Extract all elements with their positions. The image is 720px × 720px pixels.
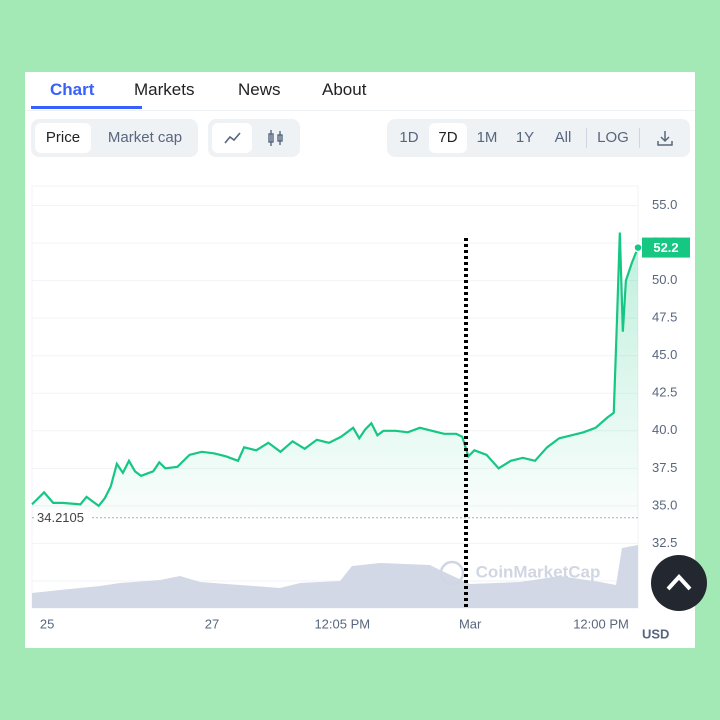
price-area	[32, 232, 638, 518]
range-toggle: 1D 7D 1M 1Y All LOG	[387, 119, 690, 157]
x-tick-label: 25	[40, 616, 54, 631]
separator	[639, 128, 640, 148]
y-tick-label: 45.0	[652, 347, 677, 362]
last-point	[633, 242, 643, 253]
divider	[25, 110, 695, 111]
button[interactable]: Price	[35, 123, 91, 153]
button[interactable]: 1M	[476, 129, 498, 146]
button[interactable]: All	[554, 129, 572, 146]
x-tick-label: 12:00 PM	[573, 616, 629, 631]
watermark-logo	[439, 560, 465, 586]
currency-label: USD	[642, 626, 669, 641]
button[interactable]: 1Y	[515, 129, 535, 146]
x-tick-label: 27	[205, 616, 219, 631]
price-tag	[642, 237, 690, 258]
chart-type-toggle	[208, 119, 300, 157]
panel: Chart Markets News About Price Market ca…	[25, 72, 695, 648]
tab-underline	[31, 106, 142, 109]
button[interactable]: LOG	[597, 129, 629, 146]
button[interactable]: Market cap	[107, 129, 183, 146]
separator	[586, 128, 587, 148]
scroll-top-button[interactable]	[651, 555, 707, 611]
low-label-bg	[34, 509, 92, 526]
button[interactable]: 7D	[429, 123, 467, 153]
y-tick-label: 50.0	[652, 272, 677, 287]
y-tick-label: 47.5	[652, 310, 677, 325]
button[interactable]: 1D	[399, 129, 419, 146]
tab[interactable]: About	[322, 80, 367, 99]
price-line	[31, 232, 640, 508]
y-tick-label: 32.5	[652, 535, 677, 550]
plot-frame	[31, 185, 639, 609]
metric-toggle: Price Market cap	[31, 119, 198, 157]
x-tick-label: Mar	[459, 616, 482, 631]
y-tick-label: 37.5	[652, 460, 677, 475]
tab[interactable]: Chart	[50, 80, 95, 99]
line-button[interactable]	[212, 123, 252, 153]
y-tick-label: 35.0	[652, 497, 677, 512]
price-tag-label: 52.2	[653, 240, 678, 255]
candle-button[interactable]	[256, 123, 296, 153]
y-tick-label: 40.0	[652, 422, 677, 437]
low-label: 34.2105	[37, 510, 84, 525]
y-tick-label: 42.5	[652, 385, 677, 400]
x-tick-label: 12:05 PM	[314, 616, 370, 631]
tab[interactable]: News	[238, 80, 281, 99]
watermark: CoinMarketCap	[476, 562, 601, 581]
tab[interactable]: Markets	[134, 80, 195, 99]
download-button[interactable]	[647, 123, 683, 153]
y-tick-label: 55.0	[652, 197, 677, 212]
volume-area	[32, 545, 638, 608]
